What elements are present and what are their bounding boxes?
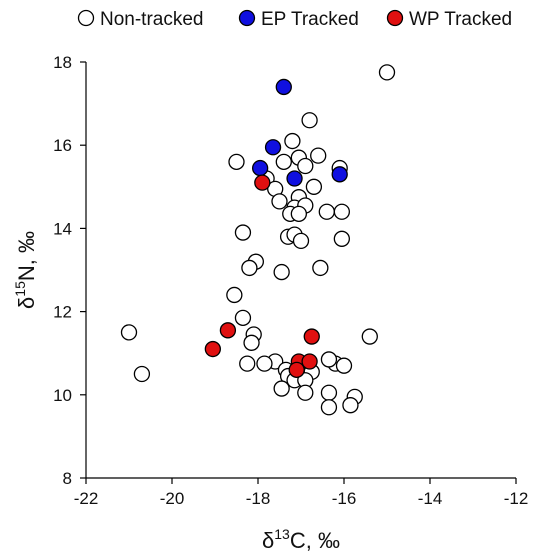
y-tick-label: 8 <box>63 469 72 488</box>
data-point <box>264 139 282 156</box>
x-tick-label: -16 <box>332 489 357 508</box>
data-point <box>239 355 256 372</box>
x-tick-label: -14 <box>418 489 443 508</box>
data-point <box>133 365 151 383</box>
data-point <box>318 203 335 220</box>
data-point <box>219 322 237 339</box>
series-non-tracked <box>120 64 396 416</box>
data-point <box>256 355 273 372</box>
data-point <box>273 380 290 397</box>
y-tick-label: 14 <box>53 219 72 238</box>
data-point <box>286 170 303 187</box>
data-point <box>275 153 292 170</box>
data-point <box>288 361 305 378</box>
legend-marker <box>386 9 404 27</box>
legend-item: EP Tracked <box>238 9 359 30</box>
data-point <box>342 397 359 414</box>
legend: Non-tracked EP Tracked WP Tracked <box>77 9 512 30</box>
data-point <box>320 399 338 416</box>
x-tick-label: -22 <box>74 489 99 508</box>
series-ep-tracked <box>251 78 348 187</box>
legend-item: WP Tracked <box>386 9 512 30</box>
legend-marker <box>238 9 256 27</box>
data-point <box>254 174 271 191</box>
data-point <box>333 203 351 220</box>
data-point <box>292 232 310 250</box>
data-point <box>320 351 338 368</box>
data-point <box>378 64 396 81</box>
y-tick-label: 10 <box>53 386 72 405</box>
legend-marker <box>77 9 95 27</box>
data-point <box>273 263 290 281</box>
data-point <box>275 78 292 96</box>
data-point <box>243 334 260 351</box>
data-points <box>120 64 396 416</box>
data-point <box>333 230 351 247</box>
y-axis-title: δ15N, ‰ <box>12 231 39 309</box>
x-tick-label: -20 <box>160 489 185 508</box>
data-point <box>226 286 243 304</box>
data-point <box>290 205 308 222</box>
x-tick-label: -12 <box>504 489 529 508</box>
legend-label: Non-tracked <box>100 9 204 30</box>
data-point <box>361 328 378 345</box>
data-point <box>271 193 288 210</box>
data-point <box>234 309 252 326</box>
axes: -22 -20 -18 -16 -14 -12 8 10 12 14 16 18 <box>53 53 528 508</box>
data-point <box>228 153 245 170</box>
axis-titles: δ13C, ‰ δ15N, ‰ <box>12 231 340 553</box>
data-point <box>241 259 258 277</box>
data-point <box>335 357 353 374</box>
data-point <box>297 157 314 175</box>
data-point <box>303 328 320 345</box>
y-tick-label: 12 <box>53 303 72 322</box>
x-axis-title: δ13C, ‰ <box>262 526 340 553</box>
data-point <box>312 259 329 277</box>
legend-label: EP Tracked <box>261 9 359 30</box>
data-point <box>297 384 314 401</box>
series-wp-tracked <box>204 174 320 378</box>
data-point <box>320 384 338 401</box>
x-tick-label: -18 <box>246 489 271 508</box>
legend-label: WP Tracked <box>409 9 512 30</box>
legend-item: Non-tracked <box>77 9 204 30</box>
data-point <box>331 166 348 183</box>
data-point <box>301 112 318 129</box>
data-point <box>120 324 138 341</box>
data-point <box>251 159 269 177</box>
y-tick-label: 16 <box>53 136 72 155</box>
data-point <box>204 340 222 358</box>
data-point <box>301 353 318 370</box>
data-point <box>310 147 327 164</box>
data-point <box>284 132 301 150</box>
y-tick-label: 18 <box>53 53 72 72</box>
data-point <box>234 224 252 241</box>
data-point <box>305 178 323 195</box>
